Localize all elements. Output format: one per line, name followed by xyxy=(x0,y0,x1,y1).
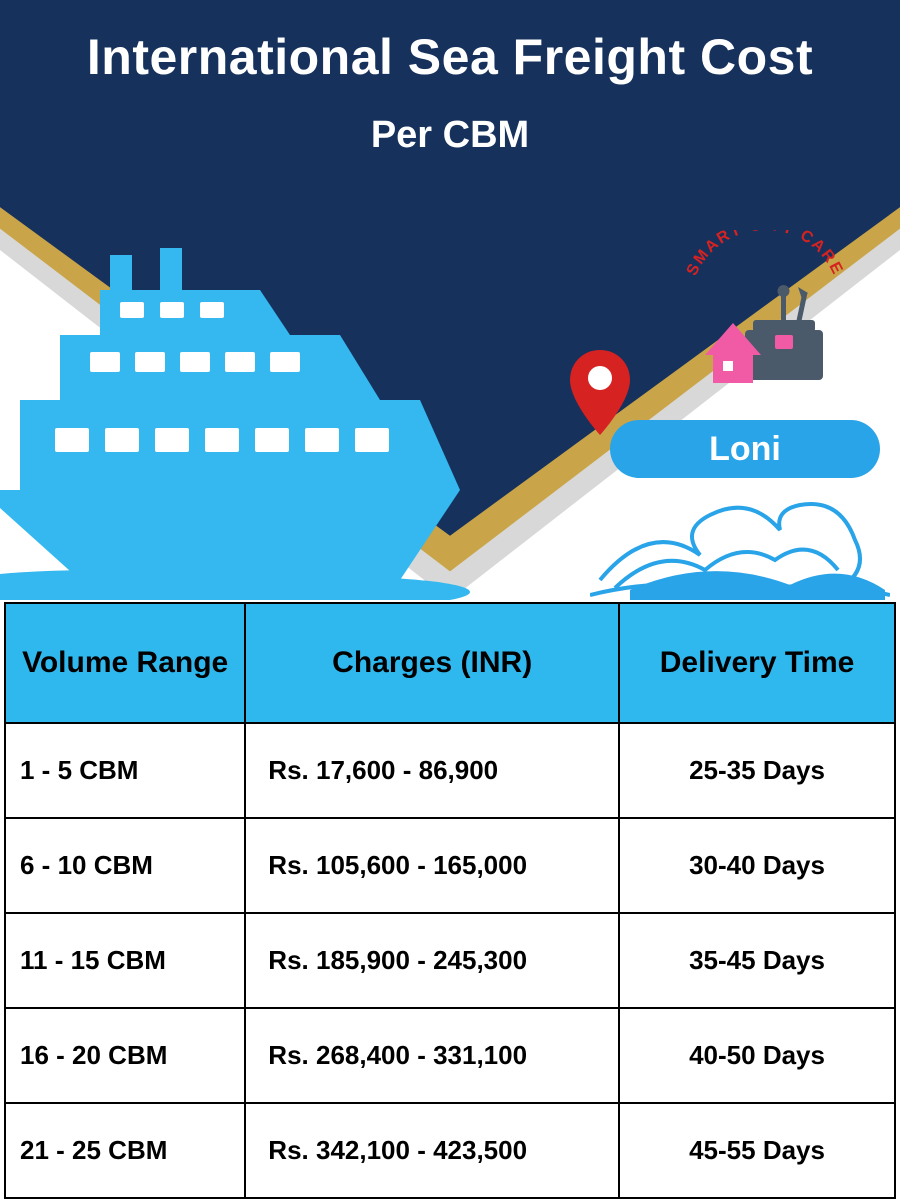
pricing-table: Volume Range Charges (INR) Delivery Time… xyxy=(4,602,896,1199)
header-area: International Sea Freight Cost Per CBM xyxy=(0,0,900,600)
cell-charges: Rs. 342,100 - 423,500 xyxy=(245,1103,619,1198)
brand-logo: SMART CITY CARE xyxy=(660,230,870,430)
table-row: 6 - 10 CBM Rs. 105,600 - 165,000 30-40 D… xyxy=(5,818,895,913)
cell-charges: Rs. 105,600 - 165,000 xyxy=(245,818,619,913)
cell-delivery: 45-55 Days xyxy=(619,1103,895,1198)
ship-icon xyxy=(0,240,480,600)
brand-logo-icon: SMART CITY CARE xyxy=(670,230,860,405)
table-row: 11 - 15 CBM Rs. 185,900 - 245,300 35-45 … xyxy=(5,913,895,1008)
cell-delivery: 25-35 Days xyxy=(619,723,895,818)
wave-icon xyxy=(590,460,890,600)
location-label: Loni xyxy=(709,430,781,469)
table-header-row: Volume Range Charges (INR) Delivery Time xyxy=(5,603,895,723)
location-pin-icon xyxy=(570,350,630,435)
col-header-charges: Charges (INR) xyxy=(245,603,619,723)
col-header-delivery: Delivery Time xyxy=(619,603,895,723)
table-row: 21 - 25 CBM Rs. 342,100 - 423,500 45-55 … xyxy=(5,1103,895,1198)
col-header-volume: Volume Range xyxy=(5,603,245,723)
cell-charges: Rs. 185,900 - 245,300 xyxy=(245,913,619,1008)
cell-charges: Rs. 268,400 - 331,100 xyxy=(245,1008,619,1103)
cell-delivery: 40-50 Days xyxy=(619,1008,895,1103)
table-row: 1 - 5 CBM Rs. 17,600 - 86,900 25-35 Days xyxy=(5,723,895,818)
cell-delivery: 30-40 Days xyxy=(619,818,895,913)
cell-volume: 6 - 10 CBM xyxy=(5,818,245,913)
cell-volume: 11 - 15 CBM xyxy=(5,913,245,1008)
main-title: International Sea Freight Cost xyxy=(0,28,900,86)
svg-text:SMART CITY CARE: SMART CITY CARE xyxy=(684,230,847,278)
cell-volume: 16 - 20 CBM xyxy=(5,1008,245,1103)
sub-title: Per CBM xyxy=(0,114,900,157)
pricing-table-container: Volume Range Charges (INR) Delivery Time… xyxy=(4,602,896,1198)
location-pill: Loni xyxy=(610,420,880,478)
cell-volume: 21 - 25 CBM xyxy=(5,1103,245,1198)
cell-volume: 1 - 5 CBM xyxy=(5,723,245,818)
table-row: 16 - 20 CBM Rs. 268,400 - 331,100 40-50 … xyxy=(5,1008,895,1103)
cell-delivery: 35-45 Days xyxy=(619,913,895,1008)
cell-charges: Rs. 17,600 - 86,900 xyxy=(245,723,619,818)
